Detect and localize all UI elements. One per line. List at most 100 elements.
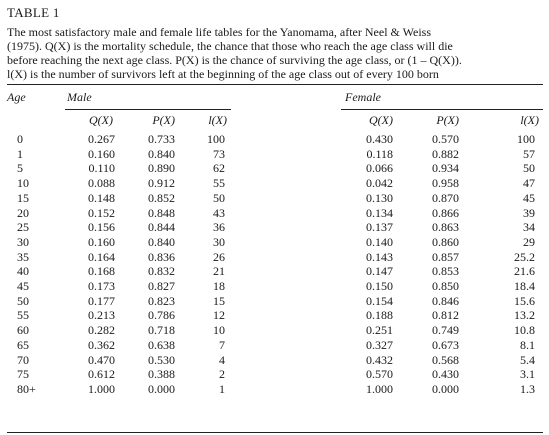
female-lx-header: l(X): [520, 112, 539, 127]
caption-line: l(X) is the number of survivors left at …: [7, 67, 439, 81]
male-lx-cell: 100: [207, 132, 225, 146]
spacer: [231, 206, 337, 221]
male-qx-cell: 0.110: [88, 161, 115, 176]
female-header: Female: [345, 90, 381, 104]
female-lx-cell: 25.2: [514, 249, 535, 264]
female-qx-cell: 0.143: [366, 249, 393, 264]
male-px-cell: 0.836: [148, 249, 175, 264]
male-px-cell: 0.840: [148, 234, 175, 249]
female-qx-header: Q(X): [369, 112, 393, 127]
female-lx-cell: 47: [523, 176, 535, 191]
female-px-cell: 0.850: [432, 279, 459, 294]
table-bottom-rule: [7, 432, 543, 433]
female-lx-cell: 18.4: [514, 279, 535, 294]
table-row: 60 0.282 0.718 10 0.251 0.749 10.8: [7, 323, 543, 338]
female-lx-cell: 100: [517, 132, 535, 146]
male-lx-cell: 21: [213, 264, 225, 279]
male-px-cell: 0.388: [148, 367, 175, 382]
age-cell: 65: [17, 337, 29, 352]
table-top-rule: [7, 84, 543, 85]
age-cell: 80+: [17, 381, 36, 396]
age-cell: 50: [17, 293, 29, 308]
spacer: [231, 308, 337, 323]
spacer: [231, 294, 337, 309]
female-px-cell: 0.934: [432, 161, 459, 176]
spacer: [231, 161, 337, 176]
female-px-cell: 0.568: [432, 352, 459, 367]
spacer: [231, 132, 337, 147]
table-row: 25 0.156 0.844 36 0.137 0.863 34: [7, 220, 543, 235]
female-px-cell: 0.860: [432, 234, 459, 249]
male-lx-cell: 30: [213, 234, 225, 249]
female-qx-cell: 1.000: [366, 381, 393, 396]
female-px-cell: 0.866: [432, 205, 459, 220]
male-qx-cell: 0.152: [88, 205, 115, 220]
column-header-row: Q(X) P(X) l(X) Q(X) P(X) l(X): [7, 112, 543, 132]
female-lx-cell: 8.1: [520, 337, 535, 352]
female-lx-cell: 45: [523, 190, 535, 205]
spacer: [231, 367, 337, 382]
spacer: [231, 250, 337, 265]
male-px-cell: 0.840: [148, 146, 175, 161]
female-qx-cell: 0.134: [366, 205, 393, 220]
male-lx-cell: 15: [213, 293, 225, 308]
male-qx-cell: 0.160: [88, 146, 115, 161]
table-row: 65 0.362 0.638 7 0.327 0.673 8.1: [7, 338, 543, 353]
male-px-cell: 0.912: [148, 176, 175, 191]
female-lx-cell: 1.3: [520, 381, 535, 396]
female-qx-cell: 0.137: [366, 220, 393, 235]
female-px-cell: 0.673: [432, 337, 459, 352]
female-lx-cell: 10.8: [514, 323, 535, 338]
male-px-cell: 0.827: [148, 279, 175, 294]
male-lx-cell: 50: [213, 190, 225, 205]
female-px-cell: 0.430: [432, 367, 459, 382]
male-lx-cell: 55: [213, 176, 225, 191]
caption-line: (1975). Q(X) is the mortality schedule, …: [7, 39, 453, 53]
male-lx-cell: 62: [213, 161, 225, 176]
male-qx-cell: 0.612: [88, 367, 115, 382]
female-px-cell: 0.812: [432, 308, 459, 323]
female-lx-cell: 39: [523, 205, 535, 220]
female-qx-cell: 0.140: [366, 234, 393, 249]
female-lx-cell: 57: [523, 146, 535, 161]
female-px-cell: 0.846: [432, 293, 459, 308]
male-px-cell: 0.832: [148, 264, 175, 279]
spacer: [231, 85, 337, 106]
spacer: [231, 235, 337, 250]
female-qx-cell: 0.154: [366, 293, 393, 308]
female-qx-cell: 0.042: [366, 176, 393, 191]
table-row: 30 0.160 0.840 30 0.140 0.860 29: [7, 235, 543, 250]
age-cell: 75: [17, 367, 29, 382]
male-qx-cell: 0.088: [88, 176, 115, 191]
table-row: 40 0.168 0.832 21 0.147 0.853 21.6: [7, 264, 543, 279]
spacer: [231, 176, 337, 191]
female-qx-cell: 0.150: [366, 279, 393, 294]
female-px-cell: 0.000: [432, 381, 459, 396]
male-lx-cell: 10: [213, 323, 225, 338]
female-lx-cell: 15.6: [514, 293, 535, 308]
age-cell: 70: [17, 352, 29, 367]
age-cell: 45: [17, 279, 29, 294]
male-qx-cell: 1.000: [88, 381, 115, 396]
table-body: 0 0.267 0.733 100 0.430 0.570 100 1 0.160 0.840 73…: [7, 132, 543, 397]
age-cell: 25: [17, 220, 29, 235]
male-px-cell: 0.823: [148, 293, 175, 308]
table-row: 35 0.164 0.836 26 0.143 0.857 25.2: [7, 250, 543, 265]
age-cell: 10: [17, 176, 29, 191]
female-px-header: P(X): [436, 112, 459, 127]
table-caption: The most satisfactory male and female li…: [7, 25, 543, 81]
male-px-cell: 0.786: [148, 308, 175, 323]
table-row: 80+ 1.000 0.000 1 1.000 0.000 1.3: [7, 382, 543, 397]
male-px-header: P(X): [152, 112, 175, 127]
male-group-rule: [65, 108, 231, 110]
male-qx-cell: 0.148: [88, 190, 115, 205]
male-px-cell: 0.852: [148, 190, 175, 205]
female-lx-cell: 13.2: [514, 308, 535, 323]
male-qx-cell: 0.156: [88, 220, 115, 235]
male-px-cell: 0.890: [148, 161, 175, 176]
female-qx-cell: 0.570: [366, 367, 393, 382]
male-px-cell: 0.638: [148, 337, 175, 352]
female-px-cell: 0.853: [432, 264, 459, 279]
male-header: Male: [67, 90, 92, 104]
